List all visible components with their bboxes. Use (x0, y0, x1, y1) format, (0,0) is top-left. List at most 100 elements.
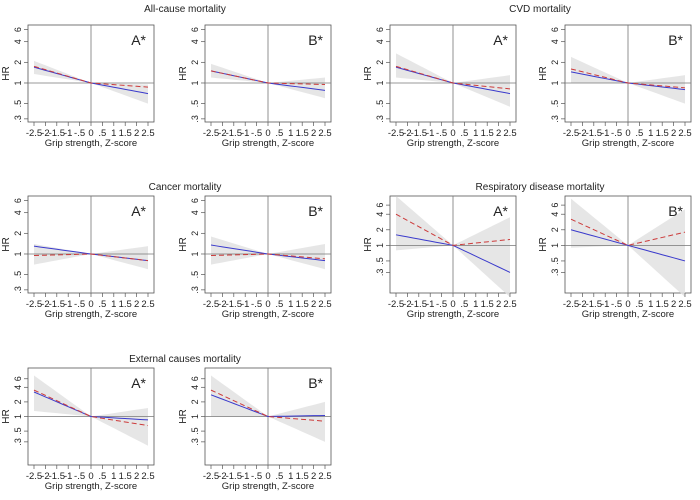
x-axis-label: Grip strength, Z-score (222, 309, 314, 320)
x-tick-label: 1.5 (119, 299, 132, 310)
x-tick-label: -1 (241, 299, 249, 310)
y-tick-label: 4 (550, 212, 560, 217)
x-tick-label: -.5 (74, 128, 85, 139)
x-tick-label: -2.5 (203, 128, 219, 139)
x-axis-label: Grip strength, Z-score (582, 309, 674, 320)
x-tick-label: 2.5 (318, 299, 331, 310)
y-axis-label: HR (363, 237, 374, 251)
y-axis-label: HR (178, 409, 189, 423)
y-tick-label: .5 (13, 427, 23, 435)
y-tick-label: 1 (190, 80, 200, 85)
x-tick-label: -2.5 (26, 471, 42, 482)
x-tick-label: -2 (41, 299, 49, 310)
x-tick-label: .5 (635, 299, 643, 310)
x-tick-label: 2 (134, 299, 139, 310)
y-tick-label: .3 (13, 115, 23, 123)
x-tick-label: 2 (496, 299, 501, 310)
y-tick-label: 2 (190, 231, 200, 236)
x-axis-label: Grip strength, Z-score (407, 309, 499, 320)
x-tick-label: 1 (473, 128, 478, 139)
x-tick-label: 2.5 (141, 128, 154, 139)
panel-label: B* (308, 203, 323, 219)
x-tick-label: -2 (403, 299, 411, 310)
y-tick-label: .5 (550, 100, 560, 108)
x-tick-label: 2.5 (318, 128, 331, 139)
series-line-dashed (395, 213, 511, 246)
x-tick-label: 2 (671, 299, 676, 310)
x-tick-label: -2 (218, 471, 226, 482)
y-tick-label: 2 (375, 227, 385, 232)
y-tick-label: 4 (13, 210, 23, 215)
y-tick-label: .3 (550, 269, 560, 277)
x-tick-label: -2 (41, 471, 49, 482)
x-tick-label: -1 (601, 299, 609, 310)
y-tick-label: 6 (190, 198, 200, 203)
y-axis-label: HR (178, 237, 189, 251)
x-tick-label: 1.5 (119, 471, 132, 482)
x-tick-label: 2 (311, 128, 316, 139)
y-tick-label: 6 (13, 376, 23, 381)
y-tick-label: .5 (190, 271, 200, 279)
x-tick-label: 0 (265, 471, 270, 482)
x-tick-label: 2.5 (318, 471, 331, 482)
x-tick-label: 1 (111, 471, 116, 482)
y-tick-label: 4 (13, 385, 23, 390)
panel-label: A* (493, 203, 508, 219)
x-tick-label: 1 (288, 471, 293, 482)
y-tick-label: 4 (190, 210, 200, 215)
x-tick-label: -1 (64, 299, 72, 310)
y-axis-label: HR (538, 237, 549, 251)
confidence-band (396, 196, 510, 298)
x-tick-label: 0 (625, 128, 630, 139)
y-tick-label: 6 (550, 203, 560, 208)
x-tick-label: .5 (460, 299, 468, 310)
x-tick-label: 2.5 (678, 299, 691, 310)
x-tick-label: -1 (426, 128, 434, 139)
x-tick-label: 1 (648, 128, 653, 139)
y-axis-label: HR (178, 66, 189, 80)
x-axis-label: Grip strength, Z-score (45, 481, 137, 492)
x-tick-label: 1.5 (296, 128, 309, 139)
series-line-dashed (33, 253, 149, 262)
y-tick-label: .5 (190, 100, 200, 108)
panel-label: B* (668, 32, 683, 48)
x-tick-label: 1 (473, 299, 478, 310)
x-tick-label: 2 (134, 471, 139, 482)
panel-group-title: Respiratory disease mortality (476, 182, 605, 193)
panel-label: B* (668, 203, 683, 219)
y-tick-label: 2 (190, 60, 200, 65)
x-tick-label: 0 (450, 128, 455, 139)
x-tick-label: -2.5 (563, 299, 579, 310)
x-tick-label: -2.5 (203, 299, 219, 310)
x-tick-label: -.5 (436, 299, 447, 310)
x-tick-label: -2.5 (388, 128, 404, 139)
y-axis-label: HR (1, 66, 12, 80)
confidence-band (571, 198, 685, 298)
x-tick-label: -1.5 (49, 128, 65, 139)
x-tick-label: 1 (111, 128, 116, 139)
y-axis-label: HR (1, 409, 12, 423)
x-tick-label: -2 (41, 128, 49, 139)
x-tick-label: 2.5 (678, 128, 691, 139)
panel-group-title: All-cause mortality (144, 4, 226, 15)
y-tick-label: .5 (375, 100, 385, 108)
x-tick-label: -1.5 (411, 128, 427, 139)
x-tick-label: -1 (64, 128, 72, 139)
series-line-solid (210, 394, 326, 418)
series-line-dashed (210, 70, 326, 86)
x-tick-label: 2 (311, 471, 316, 482)
x-tick-label: 1.5 (656, 299, 669, 310)
x-tick-label: -1.5 (586, 128, 602, 139)
x-tick-label: 0 (265, 128, 270, 139)
y-tick-label: .3 (13, 286, 23, 294)
x-axis-label: Grip strength, Z-score (222, 481, 314, 492)
y-tick-label: 6 (375, 27, 385, 32)
series-line-dashed (395, 65, 511, 90)
